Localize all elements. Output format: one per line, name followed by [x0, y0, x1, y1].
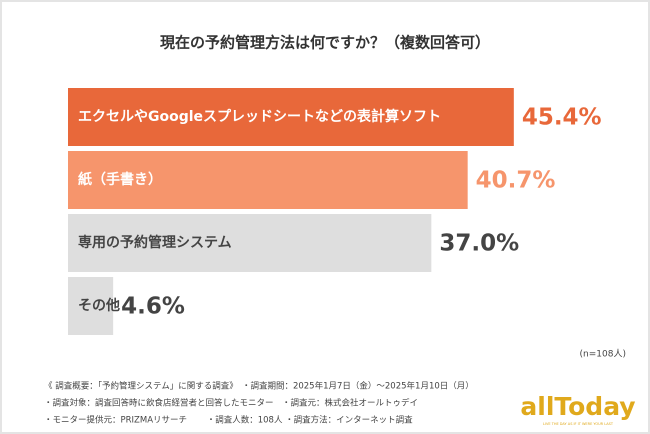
value-label: 40.7%: [476, 168, 556, 194]
bar: [68, 277, 114, 335]
bar: [68, 151, 468, 209]
note: 《 調査概要：「予約管理システム」に関する調査》 ・調査期間：2025年1月7日…: [44, 381, 474, 392]
bar: [68, 214, 432, 272]
category-label: 専用の予約管理システム: [78, 234, 232, 251]
note: ・モニター提供元：PRIZMAリサーチ ・調査人数：108人 ・調査方法：インタ…: [44, 415, 413, 426]
logo: allToday: [520, 392, 635, 421]
value-label: 4.6%: [121, 294, 185, 320]
value-label: 37.0%: [439, 231, 519, 257]
sample-note: (n=108人): [580, 349, 626, 360]
value-label: 45.4%: [522, 105, 602, 131]
bar: [68, 88, 514, 146]
note: ・調査対象：調査回答時に飲食店経営者と回答したモニター ・調査元：株式会社オール…: [44, 398, 418, 409]
category-label: エクセルやGoogleスプレッドシートなどの表計算ソフト: [78, 108, 441, 125]
category-label: 紙（手書き）: [78, 171, 162, 188]
logo-tagline: LIVE THE DAY AS IF IT WERE YOUR LAST: [543, 422, 614, 426]
category-label: その他: [78, 297, 120, 314]
chart-title: 現在の予約管理方法は何ですか？（複数回答可）: [160, 34, 490, 52]
